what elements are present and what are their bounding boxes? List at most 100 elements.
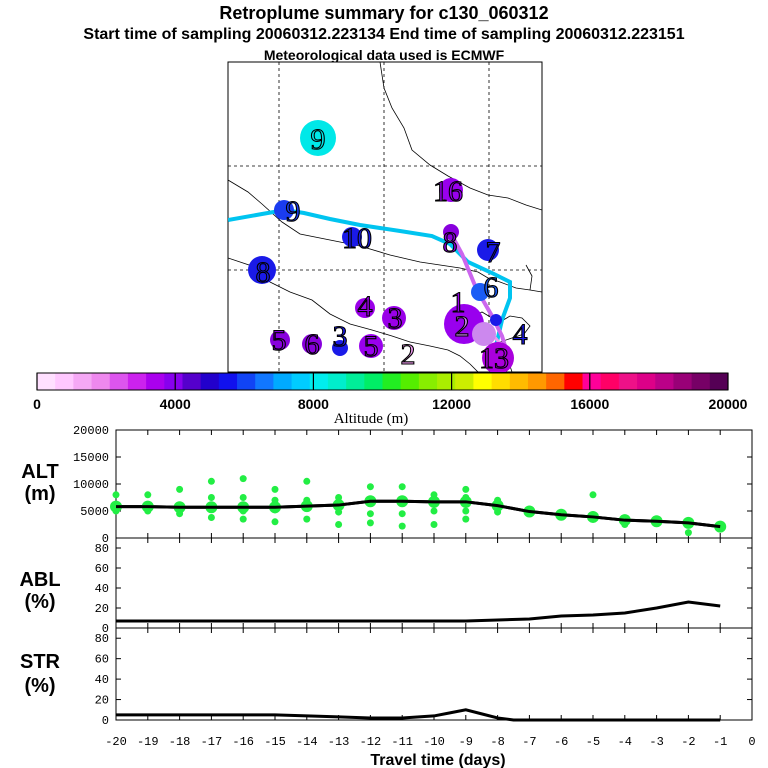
day-label: 4	[358, 290, 373, 323]
cluster-marker	[300, 120, 336, 156]
colorbar-swatch	[491, 373, 511, 390]
cluster-marker	[274, 200, 294, 220]
plume-cluster-point	[430, 507, 438, 515]
colorbar-swatch	[291, 373, 311, 390]
colorbar-tick-label: 0	[33, 396, 41, 412]
day-label: 3	[333, 320, 348, 353]
plume-cluster-point	[207, 477, 215, 485]
day-labels: 9 16 9 10 8 8 7 6 4 3 5 6 3 5 2 1 2 13 4	[255, 122, 528, 372]
trajectory-low-path	[448, 231, 510, 357]
colorbar-tick-label: 12000	[432, 396, 471, 412]
trajectory-mean-path	[228, 207, 512, 367]
y-tick-label: 0	[102, 532, 109, 546]
x-tick-label: -4	[618, 735, 632, 749]
plume-cluster-point	[366, 483, 374, 491]
day-label: 3	[388, 302, 403, 335]
x-tick-label: -17	[201, 735, 223, 749]
colorbar-swatch	[346, 373, 365, 390]
cluster-marker	[471, 283, 489, 301]
panel-label: (m)	[24, 483, 55, 505]
plume-cluster-point	[176, 485, 184, 493]
STR-fraction-line	[116, 708, 721, 722]
cluster-marker	[443, 224, 459, 240]
sampling-times: Start time of sampling 20060312.223134 E…	[83, 26, 685, 43]
day-label: 2	[401, 338, 416, 371]
colorbar-swatch	[327, 373, 347, 390]
x-tick-label: -9	[459, 735, 473, 749]
x-tick-label: -16	[232, 735, 254, 749]
day-label: 1	[451, 286, 466, 319]
day-label: 4	[513, 318, 528, 351]
plume-cluster-point	[398, 522, 406, 530]
colorbar-tick-label: 20000	[709, 396, 748, 412]
x-tick-label: -19	[137, 735, 159, 749]
x-tick-label: -14	[296, 735, 318, 749]
y-tick-label: 80	[95, 542, 109, 556]
cluster-marker	[355, 298, 375, 318]
plume-cluster-point	[335, 521, 343, 528]
colorbar-swatch	[564, 373, 584, 390]
y-tick-label: 40	[95, 673, 109, 687]
day-label: 16	[433, 175, 463, 208]
x-tick-label: -10	[423, 735, 445, 749]
y-tick-label: 60	[95, 653, 109, 667]
cluster-marker	[302, 334, 322, 354]
day-label: 2	[455, 310, 470, 343]
colorbar-swatch	[237, 373, 256, 390]
cluster-marker	[342, 227, 362, 247]
colorbar-swatch	[382, 373, 402, 390]
x-tick-label: -7	[522, 735, 536, 749]
plume-cluster-point	[207, 494, 215, 501]
plume-cluster-point	[271, 518, 279, 526]
plume-clusters	[248, 120, 514, 372]
cluster-marker	[472, 322, 496, 346]
colorbar-swatch	[509, 373, 529, 390]
x-tick-label: -2	[681, 735, 695, 749]
day-label: 5	[272, 324, 287, 357]
colorbar-swatch	[309, 373, 329, 390]
colorbar-swatch	[37, 373, 56, 390]
colorbar-swatch	[109, 373, 129, 390]
altitude-colorbar: 0 4000 8000 12000 16000 20000	[33, 372, 748, 412]
plume-cluster-point	[271, 485, 279, 493]
plume-cluster-point	[239, 515, 247, 523]
coastline	[228, 62, 542, 372]
day-label: 8	[443, 226, 458, 259]
plume-cluster-point	[144, 491, 152, 499]
x-tick-label: -12	[360, 735, 382, 749]
y-tick-label: 0	[102, 714, 109, 728]
y-tick-label: 15000	[73, 451, 109, 465]
cluster-marker	[439, 178, 463, 202]
colorbar-swatch	[364, 373, 383, 390]
colorbar-swatch	[73, 373, 93, 390]
cluster-marker	[382, 306, 406, 330]
colorbar-swatch	[55, 373, 74, 390]
colorbar-tick-label: 4000	[160, 396, 191, 412]
y-tick-label: 20	[95, 694, 109, 708]
ABL-fraction-line	[116, 600, 721, 623]
x-tick-label: -11	[391, 735, 413, 749]
plume-cluster-point	[239, 494, 247, 501]
plume-cluster-point	[430, 521, 438, 528]
panel-label: ALT	[21, 461, 58, 483]
colorbar-swatch	[182, 373, 202, 390]
colorbar-swatch	[618, 373, 638, 390]
x-tick-label: -13	[328, 735, 350, 749]
met-data-note: Meteorological data used is ECMWF	[263, 47, 505, 63]
x-tick-label: -20	[105, 735, 127, 749]
cluster-marker	[490, 314, 502, 326]
colorbar-swatch	[473, 373, 493, 390]
panel-label: STR	[20, 651, 61, 673]
cluster-marker	[482, 342, 514, 372]
colorbar-swatch	[200, 373, 220, 390]
cluster-marker	[332, 340, 348, 356]
plume-cluster-point	[462, 485, 470, 493]
colorbar-swatch	[164, 373, 183, 390]
plume-cluster-point	[366, 519, 374, 527]
chart-title: Retroplume summary for c130_060312	[219, 3, 549, 23]
cluster-marker	[248, 256, 276, 284]
cluster-marker	[477, 239, 499, 261]
day-label: 9	[311, 123, 326, 156]
plume-cluster-point	[303, 477, 311, 485]
